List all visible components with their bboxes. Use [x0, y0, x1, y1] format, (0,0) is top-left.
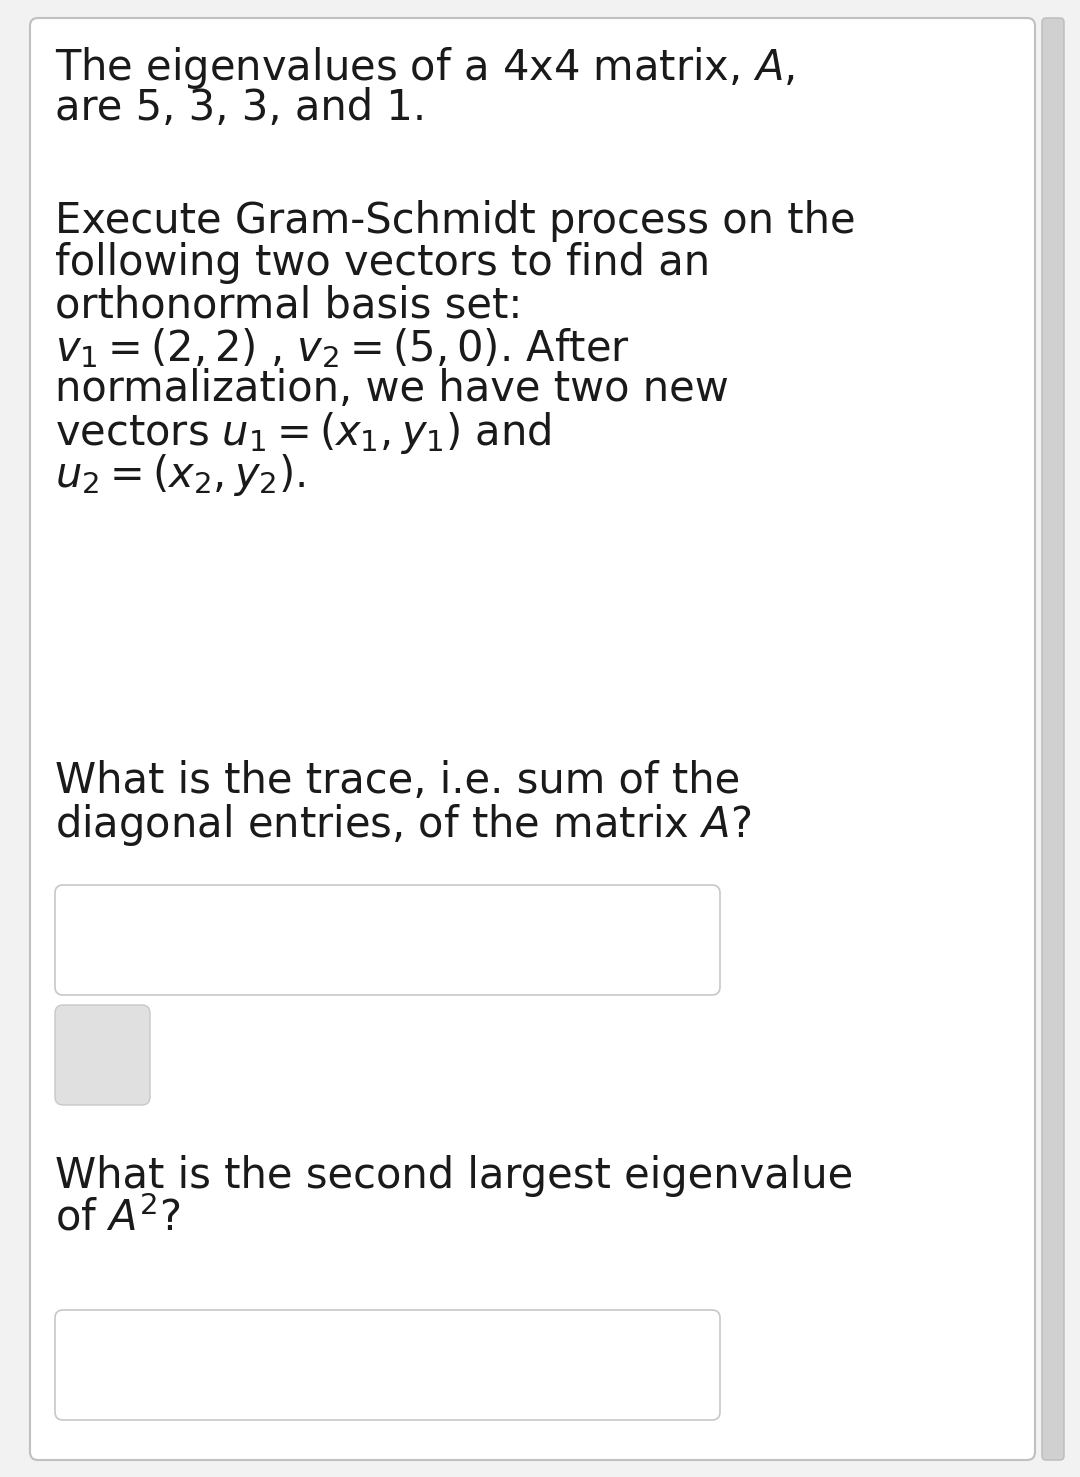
FancyBboxPatch shape	[55, 1310, 720, 1419]
Text: vectors $u_1 = (x_1, y_1)$ and: vectors $u_1 = (x_1, y_1)$ and	[55, 411, 551, 456]
Text: Execute Gram-Schmidt process on the: Execute Gram-Schmidt process on the	[55, 199, 855, 242]
FancyBboxPatch shape	[55, 885, 720, 995]
Text: $v_1 = (2, 2)$ , $v_2 = (5, 0)$. After: $v_1 = (2, 2)$ , $v_2 = (5, 0)$. After	[55, 326, 630, 369]
Text: following two vectors to find an: following two vectors to find an	[55, 242, 711, 284]
FancyBboxPatch shape	[1042, 18, 1064, 1459]
FancyBboxPatch shape	[55, 1004, 150, 1105]
Text: are 5, 3, 3, and 1.: are 5, 3, 3, and 1.	[55, 87, 427, 128]
Text: $u_2 = (x_2, y_2)$.: $u_2 = (x_2, y_2)$.	[55, 452, 306, 498]
Text: The eigenvalues of a 4x4 matrix, $\mathit{A}$,: The eigenvalues of a 4x4 matrix, $\mathi…	[55, 44, 795, 92]
Text: normalization, we have two new: normalization, we have two new	[55, 368, 729, 411]
Text: orthonormal basis set:: orthonormal basis set:	[55, 284, 523, 326]
Text: What is the trace, i.e. sum of the: What is the trace, i.e. sum of the	[55, 761, 740, 802]
Text: What is the second largest eigenvalue: What is the second largest eigenvalue	[55, 1155, 853, 1196]
Text: diagonal entries, of the matrix $\mathit{A}$?: diagonal entries, of the matrix $\mathit…	[55, 802, 752, 848]
Text: of $\mathit{A}^2$?: of $\mathit{A}^2$?	[55, 1196, 180, 1239]
FancyBboxPatch shape	[30, 18, 1035, 1459]
